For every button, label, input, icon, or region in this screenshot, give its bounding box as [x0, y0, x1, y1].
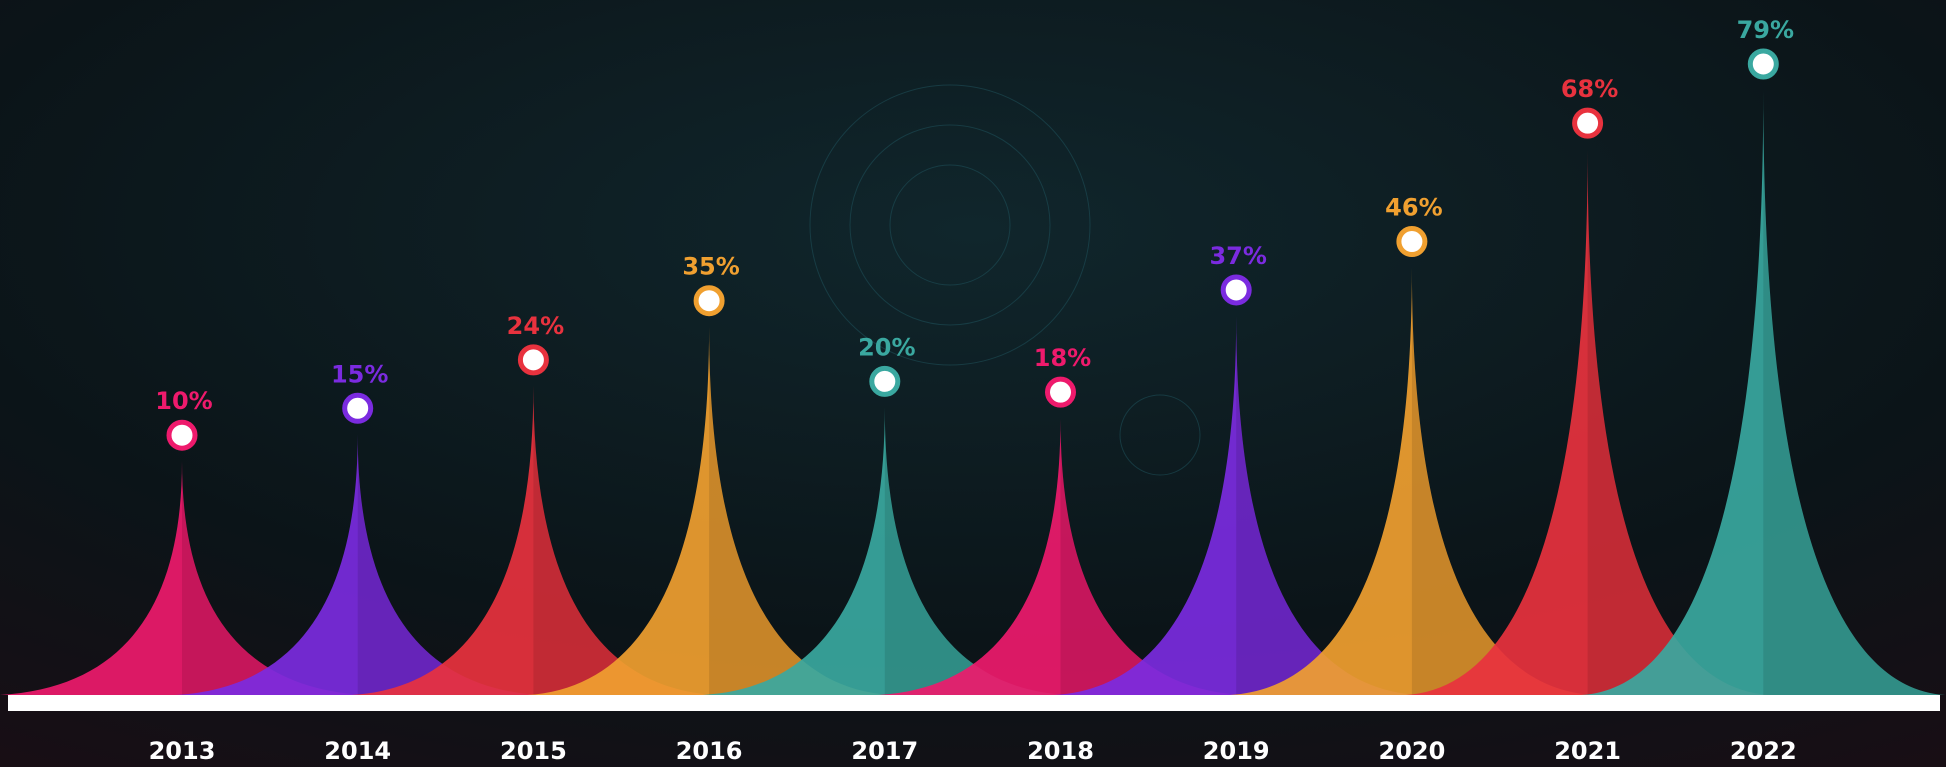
baseline: [8, 695, 1940, 711]
marker: [1399, 229, 1425, 255]
x-tick-label: 2017: [851, 737, 918, 765]
marker: [1048, 379, 1074, 405]
x-tick-label: 2013: [149, 737, 216, 765]
value-label: 35%: [682, 253, 739, 281]
value-label: 24%: [507, 312, 564, 340]
chart: 10% 2013 15% 2014 24% 2015 35% 2016 20% 2017 18% 20…: [0, 0, 1946, 767]
x-tick-label: 2014: [324, 737, 391, 765]
x-tick-label: 2022: [1730, 737, 1797, 765]
x-tick-label: 2016: [676, 737, 743, 765]
x-tick-label: 2021: [1554, 737, 1621, 765]
value-label: 37%: [1209, 242, 1266, 270]
marker: [345, 395, 371, 421]
marker: [696, 288, 722, 314]
value-label: 79%: [1737, 16, 1794, 44]
marker: [1750, 51, 1776, 77]
value-label: 18%: [1034, 344, 1091, 372]
value-label: 20%: [858, 333, 915, 361]
x-tick-label: 2018: [1027, 737, 1094, 765]
value-label: 46%: [1385, 194, 1442, 222]
value-label: 68%: [1561, 75, 1618, 103]
x-tick-label: 2015: [500, 737, 567, 765]
x-tick-label: 2019: [1203, 737, 1270, 765]
marker: [1575, 110, 1601, 136]
value-label: 10%: [155, 387, 212, 415]
marker: [520, 347, 546, 373]
marker: [169, 422, 195, 448]
marker: [1223, 277, 1249, 303]
value-label: 15%: [331, 360, 388, 388]
page: 10% 2013 15% 2014 24% 2015 35% 2016 20% 2017 18% 20…: [0, 0, 1946, 767]
marker: [872, 368, 898, 394]
x-tick-label: 2020: [1379, 737, 1446, 765]
